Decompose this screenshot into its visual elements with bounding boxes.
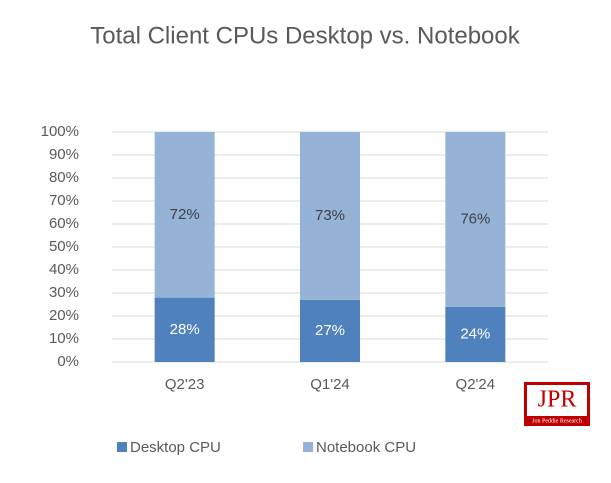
y-tick-label: 20% (49, 307, 79, 324)
bar-segment (300, 132, 360, 300)
legend-label: Desktop CPU (130, 439, 221, 456)
chart-title: Total Client CPUs Desktop vs. Notebook (90, 22, 521, 49)
y-tick-label: 60% (49, 215, 79, 232)
bar-segment (300, 299, 360, 362)
bar-segment (154, 132, 215, 298)
logo-inner (527, 385, 587, 416)
y-tick-label: 70% (49, 192, 79, 209)
y-tick-label: 10% (49, 330, 79, 347)
x-tick-label: Q2'23 (165, 376, 205, 393)
legend-swatch (117, 442, 127, 452)
data-label: 28% (170, 321, 200, 338)
data-label: 27% (315, 322, 345, 339)
y-tick-label: 50% (49, 238, 79, 255)
data-label: 76% (460, 210, 490, 227)
y-tick-label: 40% (49, 261, 79, 278)
legend-swatch (303, 442, 313, 452)
y-tick-label: 30% (49, 284, 79, 301)
bar-segment (445, 306, 506, 362)
data-label: 24% (460, 325, 490, 342)
x-tick-label: Q1'24 (310, 376, 350, 393)
y-tick-label: 80% (49, 169, 79, 186)
y-tick-label: 100% (41, 123, 79, 140)
bar-segment (154, 297, 215, 362)
legend-label: Notebook CPU (316, 439, 416, 456)
y-tick-label: 0% (57, 353, 79, 370)
bar-segment (445, 132, 506, 307)
logo: JPR Jon Peddie Research (524, 382, 590, 426)
logo-subtitle: Jon Peddie Research (532, 418, 582, 424)
logo-title: JPR (538, 387, 577, 413)
data-label: 73% (315, 207, 345, 224)
x-tick-label: Q2'24 (456, 376, 496, 393)
y-tick-label: 90% (49, 146, 79, 163)
data-label: 72% (170, 206, 200, 223)
